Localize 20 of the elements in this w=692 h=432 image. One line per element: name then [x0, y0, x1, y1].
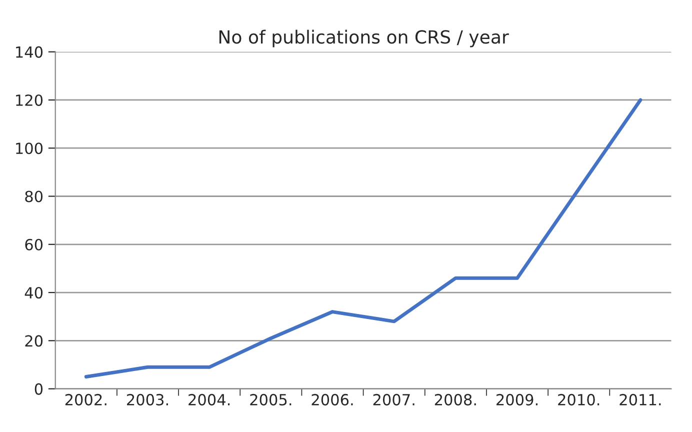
x-tick-label: 2009.	[496, 394, 538, 406]
y-tick-label: 40	[24, 286, 43, 299]
x-tick-label: 2010.	[558, 394, 600, 406]
y-tick-label: 140	[16, 46, 43, 58]
y-tick-label: 100	[16, 142, 43, 154]
line-series	[84, 98, 642, 378]
y-tick-label: 20	[25, 335, 43, 347]
x-tick-label: 2003.	[126, 394, 168, 406]
y-tick-label: 60	[25, 238, 43, 250]
x-tick-label: 2004.	[188, 394, 230, 406]
x-tick-label: 2011.	[620, 394, 661, 406]
chart-title: No of publications on CRS / year	[219, 30, 509, 48]
y-tick-label: 80	[25, 190, 43, 202]
y-tick-label: 120	[16, 94, 43, 106]
y-tick-label: 0	[34, 383, 43, 395]
x-tick-label: 2008.	[434, 394, 476, 406]
x-tick-label: 2002.	[65, 394, 106, 406]
x-tick-label: 2005.	[250, 394, 292, 406]
x-tick-label: 2006.	[312, 394, 353, 406]
x-tick-label: 2007.	[373, 394, 414, 406]
